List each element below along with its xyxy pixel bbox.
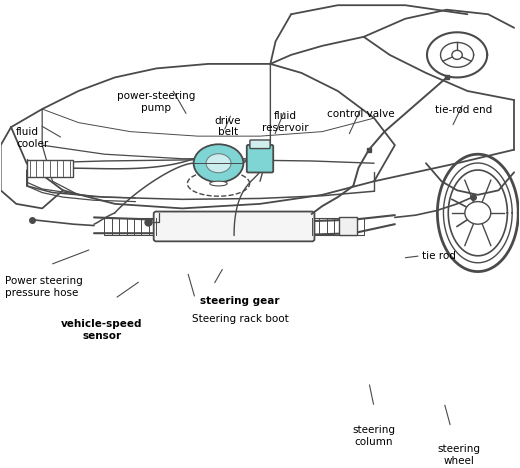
Text: steering gear: steering gear bbox=[200, 296, 280, 307]
Text: tie rod: tie rod bbox=[422, 251, 456, 261]
Text: control valve: control valve bbox=[327, 109, 395, 119]
Text: Steering rack boot: Steering rack boot bbox=[191, 314, 288, 324]
Text: Power steering
pressure hose: Power steering pressure hose bbox=[5, 276, 83, 298]
Text: fluid
reservoir: fluid reservoir bbox=[262, 111, 308, 133]
Text: power-steering
pump: power-steering pump bbox=[117, 91, 196, 113]
Text: fluid
cooler: fluid cooler bbox=[16, 127, 48, 149]
FancyBboxPatch shape bbox=[154, 212, 315, 241]
Ellipse shape bbox=[206, 154, 231, 173]
Circle shape bbox=[465, 202, 491, 224]
FancyBboxPatch shape bbox=[250, 140, 270, 148]
Text: tie-rod end: tie-rod end bbox=[435, 104, 492, 115]
Bar bbox=[27, 160, 73, 177]
Ellipse shape bbox=[210, 181, 227, 186]
Text: vehicle-speed
sensor: vehicle-speed sensor bbox=[61, 319, 142, 341]
Circle shape bbox=[452, 51, 462, 59]
Ellipse shape bbox=[193, 144, 243, 182]
Text: drive
belt: drive belt bbox=[215, 116, 241, 138]
FancyBboxPatch shape bbox=[247, 145, 273, 173]
Bar bbox=[339, 218, 357, 235]
Text: steering
wheel: steering wheel bbox=[437, 444, 480, 466]
Text: steering
column: steering column bbox=[353, 425, 396, 446]
